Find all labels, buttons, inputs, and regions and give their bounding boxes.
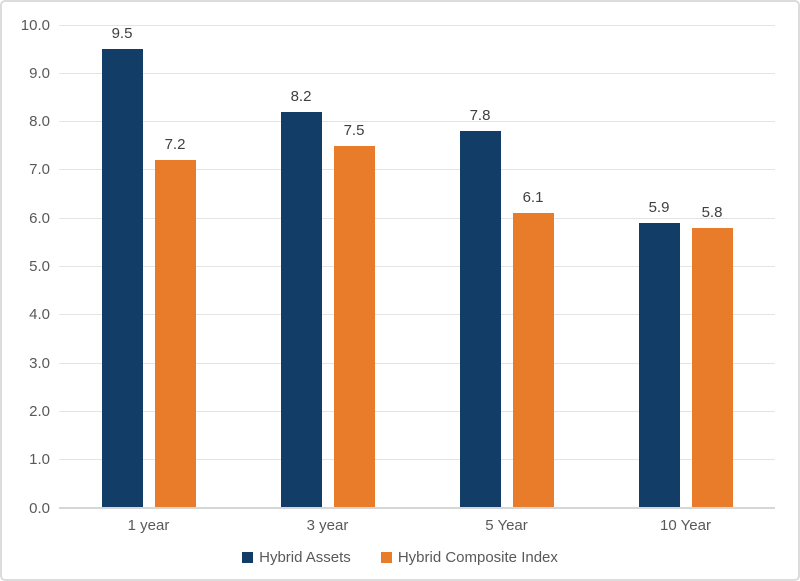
gridline (59, 169, 775, 171)
x-axis-line (59, 507, 775, 509)
y-axis-tick-label: 0.0 (29, 499, 50, 517)
bar-value-label: 5.9 (648, 199, 670, 217)
legend-item: Hybrid Assets (242, 549, 351, 566)
bar-value-label: 9.5 (111, 25, 133, 43)
bar-value-label: 5.8 (701, 203, 723, 221)
gridline (59, 266, 775, 267)
y-axis-tick-label: 8.0 (29, 113, 50, 131)
bar (154, 160, 196, 507)
x-axis-category-label: 3 year (306, 517, 349, 534)
y-axis-tick-label: 4.0 (29, 306, 50, 324)
bar (691, 227, 733, 507)
x-axis-category-label: 10 Year (660, 517, 711, 534)
bar-value-label: 7.5 (343, 121, 365, 139)
y-axis-tick-label: 2.0 (29, 402, 50, 420)
gridline (59, 459, 775, 461)
bar (333, 145, 375, 507)
bar (512, 213, 554, 507)
gridline (59, 24, 775, 26)
legend-swatch-icon (380, 552, 392, 563)
x-axis-category-label: 1 year (127, 517, 170, 534)
y-axis-tick-label: 6.0 (29, 209, 50, 227)
y-axis-tick-label: 9.0 (29, 64, 50, 82)
gridline (59, 217, 775, 219)
bar-value-label: 7.8 (469, 107, 491, 125)
gridline (59, 410, 775, 412)
gridline (59, 121, 775, 123)
bar-value-label: 6.1 (522, 189, 544, 207)
bar (638, 223, 680, 507)
y-axis-tick-label: 1.0 (29, 451, 50, 469)
y-axis-tick-label: 5.0 (29, 258, 50, 275)
gridline (59, 314, 775, 316)
gridline (59, 72, 775, 74)
y-axis-tick-label: 7.0 (29, 161, 50, 179)
x-axis-category-label: 5 Year (485, 517, 528, 534)
gridline (59, 362, 775, 364)
bar (459, 131, 501, 507)
y-axis-tick-label: 10.0 (20, 16, 50, 34)
bar (101, 49, 143, 507)
legend: Hybrid Assets Hybrid Composite Index (2, 549, 798, 566)
legend-item: Hybrid Composite Index (380, 549, 558, 566)
legend-label: Hybrid Composite Index (397, 549, 558, 566)
legend-label: Hybrid Assets (259, 549, 351, 566)
bar-value-label: 7.2 (164, 136, 186, 154)
legend-swatch-icon (242, 552, 254, 563)
bar (280, 111, 322, 507)
bar-value-label: 8.2 (290, 87, 312, 105)
y-axis-tick-label: 3.0 (29, 354, 50, 372)
